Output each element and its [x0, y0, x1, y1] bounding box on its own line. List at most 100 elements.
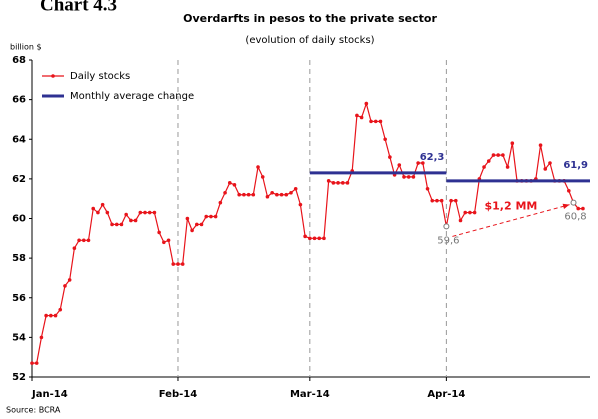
point	[63, 284, 67, 288]
point	[110, 222, 114, 227]
point	[223, 190, 227, 195]
x-tick-label: Feb-14	[159, 389, 197, 400]
point	[30, 361, 34, 365]
point	[538, 143, 543, 147]
point	[284, 192, 289, 197]
point	[406, 175, 411, 179]
point	[195, 222, 199, 227]
point	[289, 190, 293, 195]
point	[340, 181, 345, 185]
point	[501, 153, 505, 157]
average-label: 61,9	[563, 160, 588, 171]
annotation-label: 60,8	[564, 212, 586, 223]
point	[308, 236, 312, 241]
point	[486, 159, 491, 163]
source: Source: BCRA	[6, 406, 61, 415]
point	[143, 210, 147, 215]
point	[336, 181, 340, 185]
point	[402, 175, 406, 179]
point	[162, 240, 166, 245]
annotation-point	[443, 223, 450, 230]
point	[190, 228, 194, 233]
point	[209, 214, 213, 219]
average-label: 62,3	[420, 152, 445, 163]
point	[86, 238, 91, 243]
y-tick-label: 66	[12, 95, 26, 106]
point	[435, 198, 439, 203]
point	[91, 206, 96, 211]
point	[472, 210, 477, 215]
point	[388, 155, 392, 159]
legend-marker	[51, 74, 55, 78]
point	[326, 179, 331, 183]
point	[72, 246, 77, 251]
point	[180, 262, 185, 266]
point	[453, 198, 458, 203]
point	[119, 222, 124, 227]
point	[67, 278, 72, 282]
point	[105, 210, 110, 215]
point	[482, 165, 486, 169]
y-tick-label: 58	[12, 253, 26, 264]
point	[152, 210, 157, 215]
difference-label: $1,2 MM	[485, 200, 538, 213]
point	[213, 214, 218, 219]
point	[576, 206, 581, 211]
point	[458, 218, 463, 223]
point	[303, 234, 307, 239]
point	[510, 141, 515, 146]
point	[496, 153, 500, 157]
point	[256, 165, 260, 169]
point	[293, 186, 298, 191]
point	[439, 198, 444, 203]
point	[411, 175, 416, 179]
y-tick-label: 60	[12, 214, 26, 225]
point	[185, 216, 190, 221]
point	[199, 222, 204, 227]
series-line	[32, 101, 583, 364]
point	[176, 262, 180, 266]
point	[364, 101, 369, 106]
point	[58, 307, 63, 312]
annotation-point	[570, 199, 577, 206]
point	[96, 210, 100, 215]
point	[44, 313, 48, 318]
point	[204, 214, 209, 219]
chart-subtitle: (evolution of daily stocks)	[245, 35, 374, 46]
x-tick-label: Jan-14	[31, 389, 68, 400]
point	[49, 313, 53, 318]
point	[133, 218, 138, 223]
point	[355, 113, 359, 118]
point	[543, 167, 548, 171]
point	[359, 115, 364, 120]
y-tick-label: 64	[12, 134, 26, 145]
point	[425, 186, 430, 191]
point	[237, 192, 241, 197]
point	[463, 210, 468, 215]
point	[77, 238, 81, 243]
point	[251, 192, 256, 197]
point	[246, 192, 251, 197]
point	[331, 181, 336, 185]
point	[317, 236, 322, 241]
legend-label: Daily stocks	[70, 71, 130, 82]
point	[114, 222, 119, 227]
annotation-label: 59,6	[437, 235, 459, 246]
x-tick-label: Apr-14	[427, 389, 465, 400]
point	[567, 188, 571, 193]
point	[312, 236, 317, 241]
point	[322, 236, 326, 241]
point	[39, 335, 44, 340]
point	[378, 119, 383, 124]
point	[449, 198, 453, 203]
y-tick-label: 52	[12, 372, 26, 383]
point	[147, 210, 152, 215]
point	[270, 190, 274, 195]
point	[232, 183, 237, 187]
point	[171, 262, 176, 266]
point	[416, 161, 420, 165]
point	[129, 218, 133, 223]
point	[383, 137, 387, 142]
point	[397, 163, 402, 167]
point	[34, 361, 39, 365]
